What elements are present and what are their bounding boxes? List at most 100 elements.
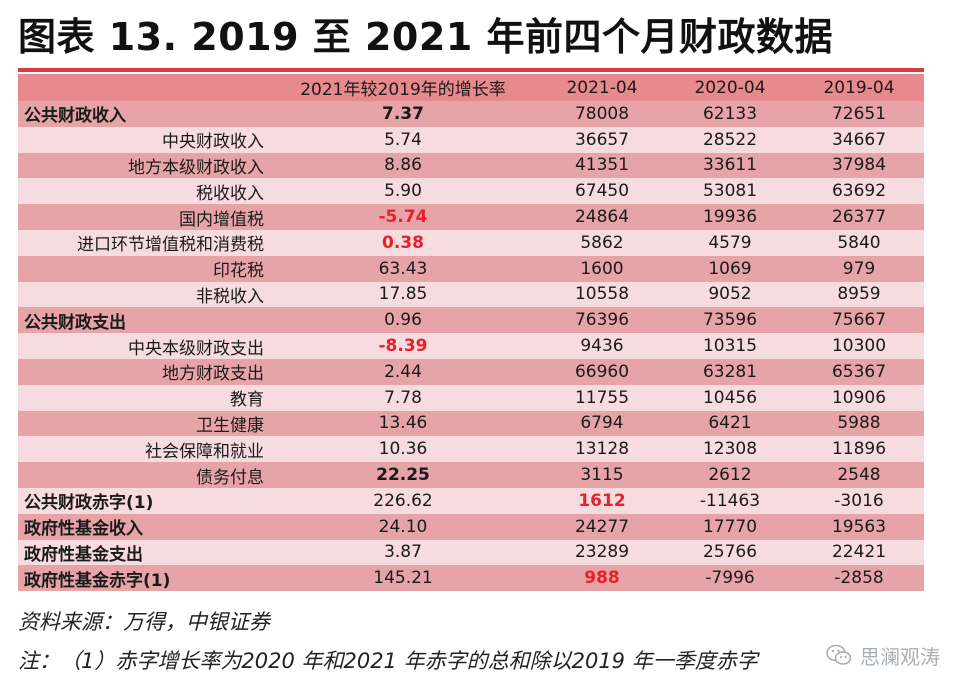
wechat-icon xyxy=(826,644,852,665)
row-label: 印花税 xyxy=(213,261,264,282)
value-2019-cell: 5988 xyxy=(837,413,881,434)
growth-rate-cell: 5.74 xyxy=(384,129,422,150)
growth-rate-cell: 226.62 xyxy=(373,490,433,511)
value-2019-cell: -3016 xyxy=(834,490,884,511)
table-row: 公共财政赤字(1) 226.62 1612 -11463 -3016 xyxy=(18,487,924,514)
table-row: 政府性基金赤字(1) 145.21 988 -7996 -2858 xyxy=(18,565,924,592)
row-label: 政府性基金赤字(1) xyxy=(24,570,171,591)
value-2019-cell: 8959 xyxy=(837,284,881,305)
table-row: 印花税 63.43 1600 1069 979 xyxy=(18,255,924,282)
growth-rate-cell: 22.25 xyxy=(376,465,430,486)
table-row: 国内增值税 -5.74 24864 19936 26377 xyxy=(18,204,924,230)
growth-rate-cell: 7.37 xyxy=(382,103,424,124)
value-2019-cell: 26377 xyxy=(831,207,887,228)
table-row: 非税收入 17.85 10558 9052 8959 xyxy=(18,281,924,308)
row-label: 政府性基金支出 xyxy=(24,544,143,565)
watermark: 思澜观涛 xyxy=(826,640,940,670)
table-row: 地方财政支出 2.44 66960 63281 65367 xyxy=(18,358,924,385)
growth-rate-cell: 24.10 xyxy=(378,516,428,537)
value-2021-cell: 6794 xyxy=(580,413,624,434)
row-label: 教育 xyxy=(230,390,264,411)
value-2020-cell: 33611 xyxy=(702,155,758,176)
value-2021-cell: 1600 xyxy=(580,258,624,279)
table-row: 卫生健康 13.46 6794 6421 5988 xyxy=(18,410,924,437)
row-label: 地方财政支出 xyxy=(162,364,264,385)
value-2021-cell: 10558 xyxy=(574,284,630,305)
header-cell-2020: 2020-04 xyxy=(694,77,766,98)
value-2019-cell: 75667 xyxy=(831,310,887,331)
value-2020-cell: 25766 xyxy=(702,542,758,563)
value-2019-cell: 5840 xyxy=(837,232,881,253)
value-2020-cell: 53081 xyxy=(702,181,758,202)
value-2019-cell: 10300 xyxy=(831,336,887,357)
title-divider xyxy=(18,68,924,72)
growth-rate-cell: 8.86 xyxy=(384,155,422,176)
value-2020-cell: 4579 xyxy=(708,232,752,253)
value-2021-cell: 66960 xyxy=(574,361,630,382)
value-2021-cell: 9436 xyxy=(580,336,624,357)
value-2020-cell: 63281 xyxy=(702,361,758,382)
table-row: 社会保障和就业 10.36 13128 12308 11896 xyxy=(18,436,924,463)
value-2020-cell: 62133 xyxy=(702,103,758,124)
value-2019-cell: 63692 xyxy=(831,181,887,202)
value-2020-cell: 6421 xyxy=(708,413,752,434)
value-2019-cell: 65367 xyxy=(831,361,887,382)
table-row: 中央本级财政支出 -8.39 9436 10315 10300 xyxy=(18,333,924,359)
header-cell-2019: 2019-04 xyxy=(823,77,895,98)
table-row: 中央财政收入 5.74 36657 28522 34667 xyxy=(18,126,924,153)
value-2021-cell: 3115 xyxy=(580,465,624,486)
value-2020-cell: 17770 xyxy=(702,516,758,537)
table-row: 公共财政支出 0.96 76396 73596 75667 xyxy=(18,307,924,334)
table-row: 地方本级财政收入 8.86 41351 33611 37984 xyxy=(18,152,924,179)
value-2021-cell: 41351 xyxy=(574,155,630,176)
value-2019-cell: 19563 xyxy=(831,516,887,537)
value-2021-cell: 5862 xyxy=(580,232,624,253)
growth-rate-cell: 0.38 xyxy=(382,232,424,253)
value-2020-cell: 2612 xyxy=(708,465,752,486)
page-title: 图表 13. 2019 至 2021 年前四个月财政数据 xyxy=(18,15,833,59)
value-2019-cell: 10906 xyxy=(831,387,887,408)
growth-rate-cell: 145.21 xyxy=(373,568,433,589)
value-2020-cell: -11463 xyxy=(699,490,761,511)
value-2021-cell: 24864 xyxy=(574,207,630,228)
growth-rate-cell: 2.44 xyxy=(384,361,422,382)
table-row: 税收收入 5.90 67450 53081 63692 xyxy=(18,178,924,205)
value-2019-cell: 2548 xyxy=(837,465,881,486)
value-2020-cell: 10456 xyxy=(702,387,758,408)
value-2019-cell: -2858 xyxy=(834,568,884,589)
header-cell-2021: 2021-04 xyxy=(566,77,638,98)
value-2019-cell: 37984 xyxy=(831,155,887,176)
row-label: 公共财政赤字(1) xyxy=(24,493,154,514)
value-2019-cell: 72651 xyxy=(831,103,887,124)
row-label: 卫生健康 xyxy=(196,415,264,436)
value-2021-cell: 76396 xyxy=(574,310,630,331)
growth-rate-cell: -5.74 xyxy=(378,207,428,228)
row-label: 中央本级财政支出 xyxy=(128,338,264,359)
table-row: 教育 7.78 11755 10456 10906 xyxy=(18,384,924,411)
growth-rate-cell: -8.39 xyxy=(378,336,428,357)
watermark-text: 思澜观涛 xyxy=(860,644,940,669)
value-2020-cell: -7996 xyxy=(705,568,755,589)
growth-rate-cell: 3.87 xyxy=(384,542,422,563)
value-2020-cell: 1069 xyxy=(708,258,752,279)
value-2021-cell: 1612 xyxy=(578,490,626,511)
value-2021-cell: 988 xyxy=(584,568,620,589)
row-label: 社会保障和就业 xyxy=(145,441,264,462)
table-row: 债务付息 22.25 3115 2612 2548 xyxy=(18,462,924,488)
value-2019-cell: 34667 xyxy=(831,129,887,150)
row-label: 公共财政收入 xyxy=(24,106,126,127)
row-label: 债务付息 xyxy=(196,467,264,488)
row-label: 政府性基金收入 xyxy=(24,519,143,540)
value-2021-cell: 13128 xyxy=(574,439,630,460)
growth-rate-cell: 17.85 xyxy=(378,284,428,305)
value-2021-cell: 67450 xyxy=(574,181,630,202)
row-label: 税收收入 xyxy=(196,183,264,204)
growth-rate-cell: 10.36 xyxy=(378,439,428,460)
header-cell-growth: 2021年较2019年的增长率 xyxy=(300,80,506,100)
row-label: 进口环节增值税和消费税 xyxy=(77,235,264,256)
value-2019-cell: 11896 xyxy=(831,439,887,460)
growth-rate-cell: 63.43 xyxy=(378,258,428,279)
value-2021-cell: 78008 xyxy=(574,103,630,124)
value-2021-cell: 11755 xyxy=(574,387,630,408)
table-row: 进口环节增值税和消费税 0.38 5862 4579 5840 xyxy=(18,229,924,256)
